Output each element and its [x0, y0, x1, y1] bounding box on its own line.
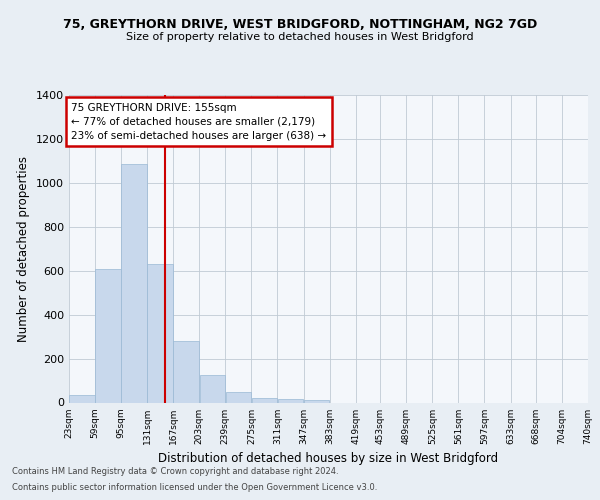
Text: Size of property relative to detached houses in West Bridgford: Size of property relative to detached ho…	[126, 32, 474, 42]
Bar	[304, 400, 329, 402]
Bar	[200, 375, 225, 402]
Bar	[69, 395, 95, 402]
Bar	[148, 264, 173, 402]
Text: 75, GREYTHORN DRIVE, WEST BRIDGFORD, NOTTINGHAM, NG2 7GD: 75, GREYTHORN DRIVE, WEST BRIDGFORD, NOT…	[63, 18, 537, 30]
Bar	[95, 268, 121, 402]
Text: Contains public sector information licensed under the Open Government Licence v3: Contains public sector information licen…	[12, 484, 377, 492]
Text: 75 GREYTHORN DRIVE: 155sqm
← 77% of detached houses are smaller (2,179)
23% of s: 75 GREYTHORN DRIVE: 155sqm ← 77% of deta…	[71, 102, 326, 141]
Y-axis label: Number of detached properties: Number of detached properties	[17, 156, 31, 342]
Bar	[278, 398, 303, 402]
X-axis label: Distribution of detached houses by size in West Bridgford: Distribution of detached houses by size …	[158, 452, 499, 465]
Text: Contains HM Land Registry data © Crown copyright and database right 2024.: Contains HM Land Registry data © Crown c…	[12, 467, 338, 476]
Bar	[226, 392, 251, 402]
Bar	[251, 398, 277, 402]
Bar	[173, 341, 199, 402]
Bar	[121, 164, 147, 402]
